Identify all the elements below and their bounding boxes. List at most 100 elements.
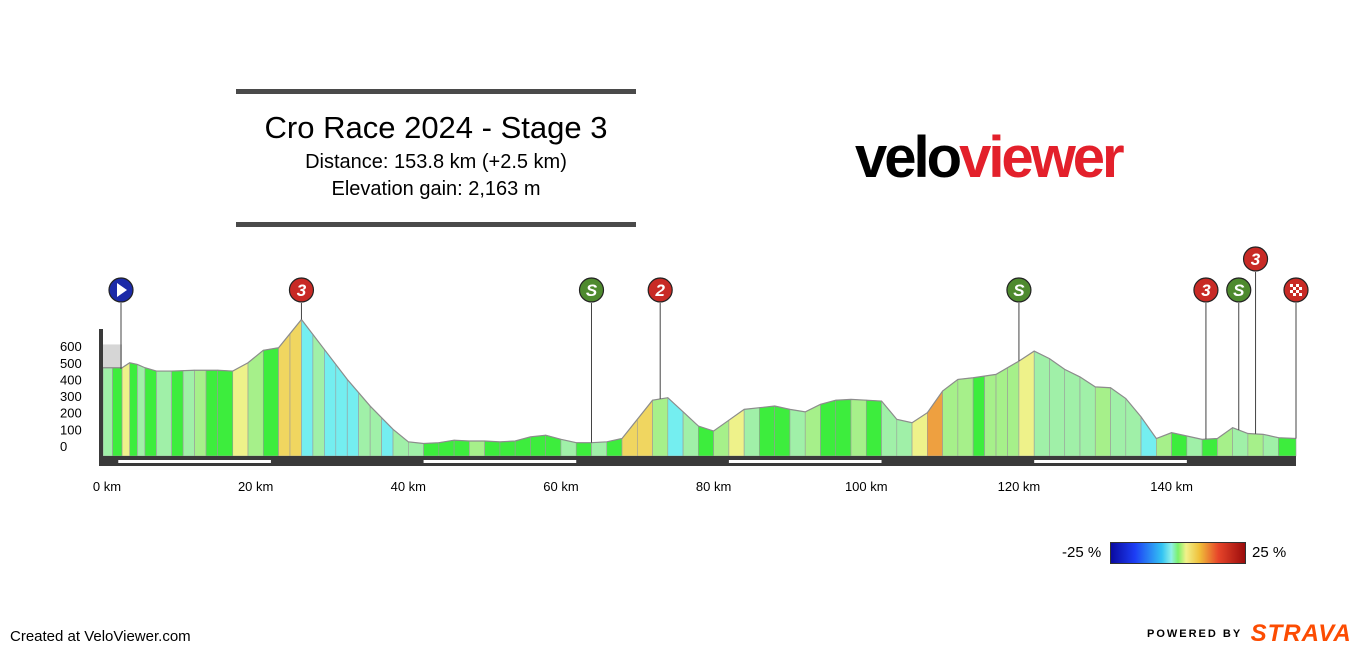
climb-marker-label: 3 xyxy=(297,281,307,300)
checkered-flag-cell xyxy=(1290,290,1293,293)
profile-segment xyxy=(484,440,501,457)
sprint-marker-icon xyxy=(1006,277,1032,303)
distance-text: Distance: 153.8 km (+2.5 km) xyxy=(305,151,567,173)
profile-segment xyxy=(1247,433,1264,457)
checkered-flag-cell xyxy=(1296,284,1299,287)
profile-segment xyxy=(194,369,207,457)
x-tick-label: 20 km xyxy=(238,479,273,494)
climb-marker-label: 2 xyxy=(654,281,665,300)
y-tick-label: 400 xyxy=(60,372,82,387)
profile-segment xyxy=(530,434,546,457)
profile-segment xyxy=(423,442,440,457)
profile-segment xyxy=(1007,360,1020,457)
profile-segment xyxy=(1201,438,1218,457)
profile-segment xyxy=(408,441,424,457)
profile-segment xyxy=(469,440,485,457)
profile-segment xyxy=(137,363,146,457)
created-at-text: Created at VeloViewer.com xyxy=(10,628,191,645)
gradient-legend-bar xyxy=(1110,542,1246,564)
title-bottom-rule xyxy=(236,222,636,227)
legend-min-label: -25 % xyxy=(1062,544,1102,561)
climb-marker-label: 3 xyxy=(1201,281,1211,300)
x-tick-label: 100 km xyxy=(845,479,888,494)
x-tick-label: 60 km xyxy=(543,479,578,494)
profile-segment xyxy=(112,367,123,457)
x-tick-label: 0 km xyxy=(93,479,121,494)
checkered-flag-cell xyxy=(1299,293,1302,296)
profile-segment xyxy=(591,441,608,457)
checkered-flag-cell xyxy=(1296,290,1299,293)
y-axis-line xyxy=(99,329,103,466)
profile-segment xyxy=(156,370,172,457)
profile-segment xyxy=(301,318,314,457)
profile-segment xyxy=(324,348,337,457)
profile-segment xyxy=(743,407,760,457)
profile-segment xyxy=(835,399,852,457)
veloviewer-logo: veloviewer xyxy=(855,125,1125,190)
profile-segment xyxy=(144,367,157,457)
profile-segment xyxy=(804,403,821,457)
profile-segment xyxy=(1110,387,1127,457)
profile-segment xyxy=(995,367,1008,457)
profile-segment xyxy=(820,399,837,457)
sprint-marker-label: S xyxy=(586,281,598,300)
title-top-rule xyxy=(236,89,636,94)
profile-segment xyxy=(217,369,234,457)
climb-marker-icon xyxy=(288,277,315,303)
profile-segment xyxy=(1079,376,1096,457)
profile-segment xyxy=(1278,437,1297,457)
profile-segment xyxy=(102,367,113,457)
climb-marker-icon xyxy=(647,277,673,303)
profile-segment xyxy=(369,405,382,457)
profile-segment xyxy=(1018,350,1035,457)
profile-segment xyxy=(942,378,959,457)
powered-by-label: POWERED BY xyxy=(1147,628,1243,640)
profile-segment xyxy=(1171,432,1188,457)
profile-segment xyxy=(896,418,913,457)
profile-segment xyxy=(171,370,184,457)
x-tick-label: 40 km xyxy=(391,479,426,494)
profile-segment xyxy=(1094,386,1111,457)
x-tick-label: 140 km xyxy=(1150,479,1193,494)
profile-segment xyxy=(289,318,302,457)
profile-segment xyxy=(972,375,985,457)
sprint-marker-icon xyxy=(578,277,605,303)
profile-segment xyxy=(514,436,531,457)
stage-title: Cro Race 2024 - Stage 3 xyxy=(264,110,608,145)
y-tick-label: 300 xyxy=(60,389,82,404)
profile-segment xyxy=(575,442,592,457)
profile-segment xyxy=(759,405,775,457)
profile-segment xyxy=(957,377,974,457)
profile-segment xyxy=(850,399,867,457)
profile-segment xyxy=(984,374,997,457)
profile-segment xyxy=(1217,427,1233,457)
y-tick-label: 200 xyxy=(60,406,82,421)
distance-scale-stripe xyxy=(728,460,882,463)
profile-segment xyxy=(247,349,264,457)
profile-segment xyxy=(927,390,943,457)
sprint-marker-label: S xyxy=(1013,281,1025,300)
powered-by-strava: POWERED BY STRAVA xyxy=(1147,620,1352,648)
y-tick-label: 600 xyxy=(60,339,82,354)
profile-segment xyxy=(129,362,138,457)
profile-segment xyxy=(499,440,516,457)
checkered-flag-cell xyxy=(1293,287,1296,290)
profile-segment xyxy=(728,408,745,457)
profile-segment xyxy=(232,362,249,457)
x-axis-base xyxy=(99,456,1296,466)
profile-segment xyxy=(262,347,279,457)
profile-segment xyxy=(453,439,470,457)
x-tick-label: 80 km xyxy=(696,479,731,494)
strava-logo: STRAVA xyxy=(1250,620,1352,647)
y-tick-label: 100 xyxy=(60,422,82,437)
x-tick-label: 120 km xyxy=(998,479,1041,494)
elevation-text: Elevation gain: 2,163 m xyxy=(331,178,541,200)
title-box: Cro Race 2024 - Stage 3 Distance: 153.8 … xyxy=(236,89,636,228)
profile-segment xyxy=(1049,358,1066,457)
profile-segment xyxy=(312,333,325,457)
profile-segment xyxy=(205,369,218,457)
profile-segment xyxy=(1033,350,1050,457)
profile-segment xyxy=(335,363,348,457)
profile-segment xyxy=(652,397,669,457)
checkered-flag-cell xyxy=(1290,284,1293,287)
